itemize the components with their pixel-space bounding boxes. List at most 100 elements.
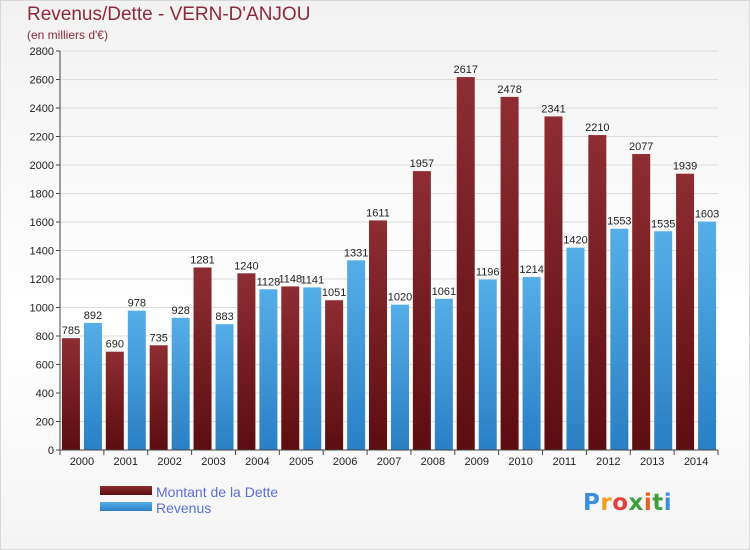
debt-bar-2007 <box>369 220 387 450</box>
debt-value-label-2008: 1957 <box>410 158 434 170</box>
x-tick-label: 2007 <box>377 456 401 468</box>
revenue-bar-2002 <box>171 317 190 450</box>
debt-legend-label: Montant de la Dette <box>156 484 278 500</box>
debt-bar-2002 <box>149 345 168 450</box>
x-tick-label: 2005 <box>289 456 313 468</box>
x-tick-label: 2008 <box>421 456 445 468</box>
revenue-bar-2010 <box>522 277 541 450</box>
debt-bar-2000 <box>61 338 80 450</box>
debt-bar-2004 <box>237 273 256 450</box>
debt-value-label-2000: 785 <box>62 325 80 337</box>
debt-bar-2003 <box>193 267 212 450</box>
x-tick-label: 2009 <box>464 456 488 468</box>
logo-letter: o <box>612 490 629 516</box>
debt-bar-2006 <box>325 300 344 450</box>
revenue-legend-swatch <box>100 502 152 511</box>
revenue-value-label-2011: 1420 <box>563 235 587 247</box>
revenue-bar-2007 <box>391 304 409 450</box>
revenue-bar-2006 <box>347 260 366 450</box>
debt-value-label-2014: 1939 <box>673 161 697 173</box>
debt-value-label-2012: 2210 <box>585 122 609 134</box>
revenue-value-label-2001: 978 <box>128 298 146 310</box>
revenue-value-label-2009: 1196 <box>476 267 500 279</box>
y-tick-label: 2200 <box>30 132 54 144</box>
y-tick-label: 600 <box>36 360 54 372</box>
debt-bar-2008 <box>412 171 431 450</box>
revenue-value-label-2014: 1603 <box>695 209 719 221</box>
revenue-bar-2009 <box>478 279 497 450</box>
x-tick-label: 2004 <box>245 456 269 468</box>
logo-letter: i <box>663 490 673 516</box>
revenue-bar-2013 <box>654 231 673 450</box>
logo-letter: r <box>600 490 613 516</box>
x-axis: 2000 2001 2002 2003 2004 2005 2006 2007 2008 2009… <box>59 449 719 468</box>
revenue-bar-2005 <box>303 287 322 450</box>
debt-value-label-2011: 2341 <box>541 103 565 115</box>
debt-value-label-2001: 690 <box>106 339 124 351</box>
debt-value-label-2007: 1611 <box>366 207 390 219</box>
revenue-value-label-2010: 1214 <box>519 264 543 276</box>
revenue-bar-2001 <box>127 310 146 450</box>
chart-subtitle: (en milliers d'€) <box>27 28 108 42</box>
revenue-bar-2000 <box>83 322 102 450</box>
x-tick-label: 2000 <box>70 456 94 468</box>
debt-value-label-2002: 735 <box>149 332 167 344</box>
debt-bar-2001 <box>105 351 124 450</box>
debt-bar-2011 <box>544 116 563 450</box>
revenue-value-label-2012: 1553 <box>607 216 631 228</box>
y-tick-label: 2000 <box>30 160 54 172</box>
x-tick-label: 2002 <box>157 456 181 468</box>
revenue-legend-label: Revenus <box>156 500 211 516</box>
revenue-bar-2003 <box>215 324 234 450</box>
debt-bar-2014 <box>676 173 695 450</box>
debt-value-label-2010: 2478 <box>497 84 521 96</box>
revenue-value-label-2000: 892 <box>84 310 102 322</box>
y-tick-label: 200 <box>36 417 54 429</box>
x-tick-label: 2001 <box>114 456 138 468</box>
debt-bar-2010 <box>500 96 519 450</box>
revenue-value-label-2002: 928 <box>171 305 189 317</box>
revenue-value-label-2008: 1061 <box>432 286 456 298</box>
revenue-value-label-2013: 1535 <box>651 218 675 230</box>
x-tick-label: 2006 <box>333 456 357 468</box>
y-tick-label: 1000 <box>30 303 54 315</box>
revenue-value-label-2007: 1020 <box>388 292 412 304</box>
grid-lines <box>60 50 718 451</box>
y-tick-label: 0 <box>48 445 54 457</box>
y-tick-label: 1400 <box>30 246 54 258</box>
y-tick-label: 400 <box>36 388 54 400</box>
debt-value-label-2009: 2617 <box>453 64 477 76</box>
x-tick-label: 2011 <box>553 456 577 468</box>
debt-value-label-2006: 1051 <box>322 287 346 299</box>
y-tick-label: 2600 <box>30 75 54 87</box>
debt-bar-2009 <box>456 77 475 450</box>
revenue-bar-2014 <box>698 221 717 450</box>
x-tick-label: 2003 <box>201 456 225 468</box>
debt-bar-2013 <box>632 154 651 450</box>
debt-value-label-2003: 1281 <box>190 254 214 266</box>
revenue-bar-2011 <box>566 247 585 450</box>
logo-letter: P <box>583 490 601 516</box>
x-tick-label: 2010 <box>508 456 532 468</box>
revenue-value-label-2005: 1141 <box>300 274 324 286</box>
debt-bar-2005 <box>281 286 300 450</box>
revenue-bar-2004 <box>259 289 278 450</box>
debt-value-label-2013: 2077 <box>629 141 653 153</box>
y-tick-label: 1600 <box>30 217 54 229</box>
y-tick-label: 1200 <box>30 274 54 286</box>
y-axis: 0 200 400 600 800 1000 1200 1400 1600 1800 2000 220… <box>30 46 61 457</box>
y-tick-label: 2800 <box>30 46 54 58</box>
proxiti-logo: Proxiti <box>583 490 672 516</box>
x-tick-label: 2012 <box>596 456 620 468</box>
value-labels: 785 892 690 978 735 928 1281 883 1240 11281148114… <box>62 64 720 351</box>
x-tick-label: 2013 <box>640 456 664 468</box>
y-tick-label: 800 <box>36 331 54 343</box>
chart-title: Revenus/Dette - VERN-D'ANJOU <box>27 4 311 25</box>
x-tick-label: 2014 <box>684 456 708 468</box>
debt-legend-swatch <box>100 486 152 495</box>
bars <box>61 77 717 450</box>
revenue-value-label-2006: 1331 <box>344 247 368 259</box>
revenue-bar-2008 <box>434 298 453 450</box>
